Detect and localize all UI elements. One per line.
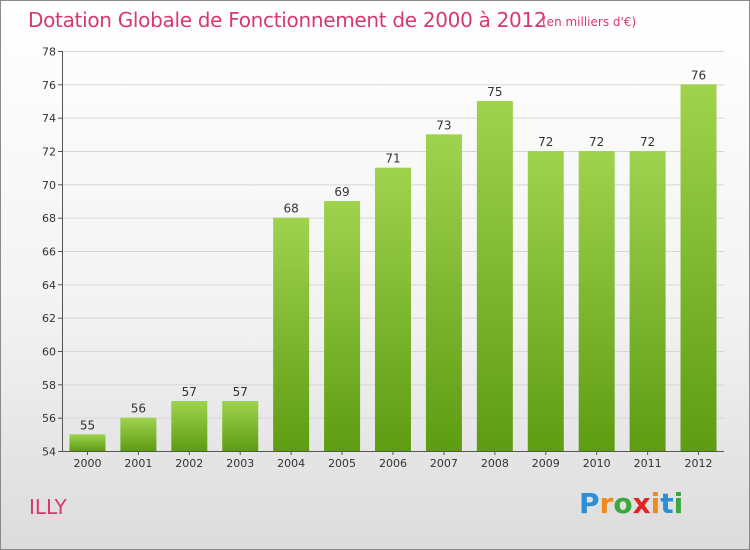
bar (222, 401, 259, 451)
bar (476, 101, 513, 451)
y-tick-label: 64 (42, 279, 56, 292)
bar-value-label: 73 (436, 118, 451, 132)
bar (680, 84, 717, 451)
chart-title: Dotation Globale de Fonctionnement de 20… (28, 8, 547, 32)
bar-value-label: 57 (233, 385, 248, 399)
bar-value-label: 55 (80, 418, 95, 432)
bar (375, 167, 411, 451)
logo-letter: x (632, 487, 651, 520)
bar-value-label: 75 (487, 85, 502, 99)
y-tick-label: 62 (42, 312, 56, 325)
x-tick-label: 2008 (481, 457, 509, 470)
bar-value-label: 76 (691, 68, 706, 82)
x-tick-label: 2002 (175, 457, 203, 470)
y-tick-label: 70 (42, 179, 56, 192)
x-tick-label: 2000 (73, 457, 101, 470)
x-tick-label: 2012 (685, 457, 713, 470)
bar-value-label: 57 (182, 385, 197, 399)
bar (629, 151, 666, 451)
y-tick-label: 58 (42, 379, 56, 392)
chart-subtitle: (en milliers d'€) (542, 15, 637, 29)
bars: 55 56 57 57 68 69 71 73 75 72 72 72 76 (69, 68, 717, 452)
logo-letter: t (660, 487, 674, 520)
y-tick-label: 68 (42, 212, 56, 225)
bar-value-label: 72 (589, 135, 604, 149)
x-tick-label: 2010 (583, 457, 611, 470)
proxiti-logo[interactable]: Proxiti (579, 487, 683, 520)
logo-letter: i (650, 487, 661, 520)
axes: 54 56 58 60 62 64 66 68 70 72 74 76 78 2000 2001 2002 20… (42, 46, 724, 470)
bar (273, 217, 310, 451)
y-tick-label: 56 (42, 412, 56, 425)
y-tick-label: 76 (42, 79, 56, 92)
x-tick-label: 2005 (328, 457, 356, 470)
bar (171, 401, 208, 451)
x-tick-label: 2007 (430, 457, 458, 470)
logo-letter: r (599, 487, 614, 520)
bar-value-label: 68 (284, 202, 299, 216)
x-tick-label: 2001 (124, 457, 152, 470)
bar (425, 134, 462, 452)
y-tick-label: 60 (42, 346, 56, 359)
x-tick-label: 2009 (532, 457, 560, 470)
y-tick-label: 66 (42, 246, 56, 259)
bar (527, 151, 564, 451)
bar (324, 201, 361, 451)
y-tick-label: 74 (42, 112, 56, 125)
x-tick-label: 2006 (379, 457, 407, 470)
bar (578, 151, 615, 451)
x-tick-label: 2003 (226, 457, 254, 470)
bar-value-label: 72 (538, 135, 553, 149)
y-tick-label: 78 (42, 46, 56, 59)
y-tick-label: 54 (42, 446, 56, 459)
bar-value-label: 56 (131, 402, 146, 416)
y-tick-label: 72 (42, 146, 56, 159)
bar (69, 434, 106, 451)
bar-value-label: 71 (385, 152, 400, 166)
x-tick-label: 2011 (634, 457, 662, 470)
logo-letter: o (613, 487, 633, 520)
x-tick-label: 2004 (277, 457, 305, 470)
bar-value-label: 72 (640, 135, 655, 149)
bar (120, 417, 157, 451)
logo-letter: i (673, 487, 684, 520)
logo-letter: P (579, 487, 600, 520)
commune-name: ILLY (29, 495, 67, 519)
bar-value-label: 69 (334, 185, 349, 199)
